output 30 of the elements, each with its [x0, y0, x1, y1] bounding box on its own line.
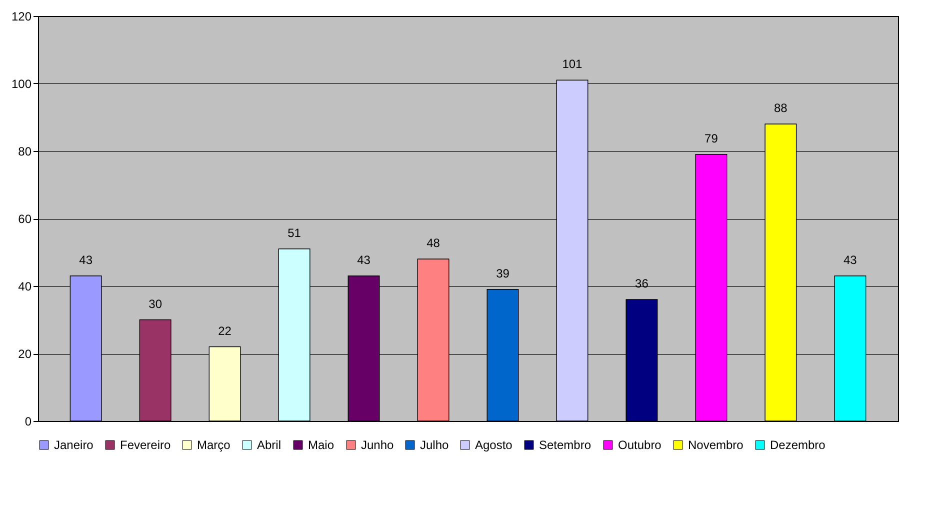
legend-label: Maio [308, 438, 334, 452]
legend-label: Abril [257, 438, 282, 452]
y-tick-label: 0 [24, 414, 32, 428]
legend-label: Novembro [688, 438, 744, 452]
legend-label: Dezembro [770, 438, 826, 452]
legend-label: Junho [361, 438, 394, 452]
data-label: 51 [288, 226, 302, 240]
data-label: 30 [148, 296, 162, 311]
data-label: 43 [357, 252, 371, 267]
data-label: 88 [774, 101, 788, 115]
data-label: 48 [426, 236, 440, 250]
data-label: 79 [704, 131, 718, 146]
legend-label: Fevereiro [120, 438, 172, 452]
legend-label: Julho [420, 438, 450, 452]
y-tick-label: 120 [11, 10, 32, 24]
y-tick-label: 40 [18, 280, 32, 294]
data-label: 39 [496, 266, 510, 280]
legend-label: Agosto [475, 438, 513, 452]
y-tick-label: 60 [18, 212, 32, 226]
y-tick-label: 100 [11, 77, 32, 91]
legend-label: Janeiro [54, 438, 94, 452]
legend-label: Setembro [539, 438, 592, 452]
y-tick-label: 80 [18, 144, 32, 158]
legend-label: Março [197, 438, 231, 452]
data-label: 43 [79, 252, 93, 267]
y-tick-label: 20 [18, 347, 32, 361]
data-label: 22 [218, 324, 232, 338]
data-label: 43 [843, 252, 858, 267]
legend-label: Outubro [618, 438, 662, 452]
data-label: 101 [562, 57, 583, 72]
